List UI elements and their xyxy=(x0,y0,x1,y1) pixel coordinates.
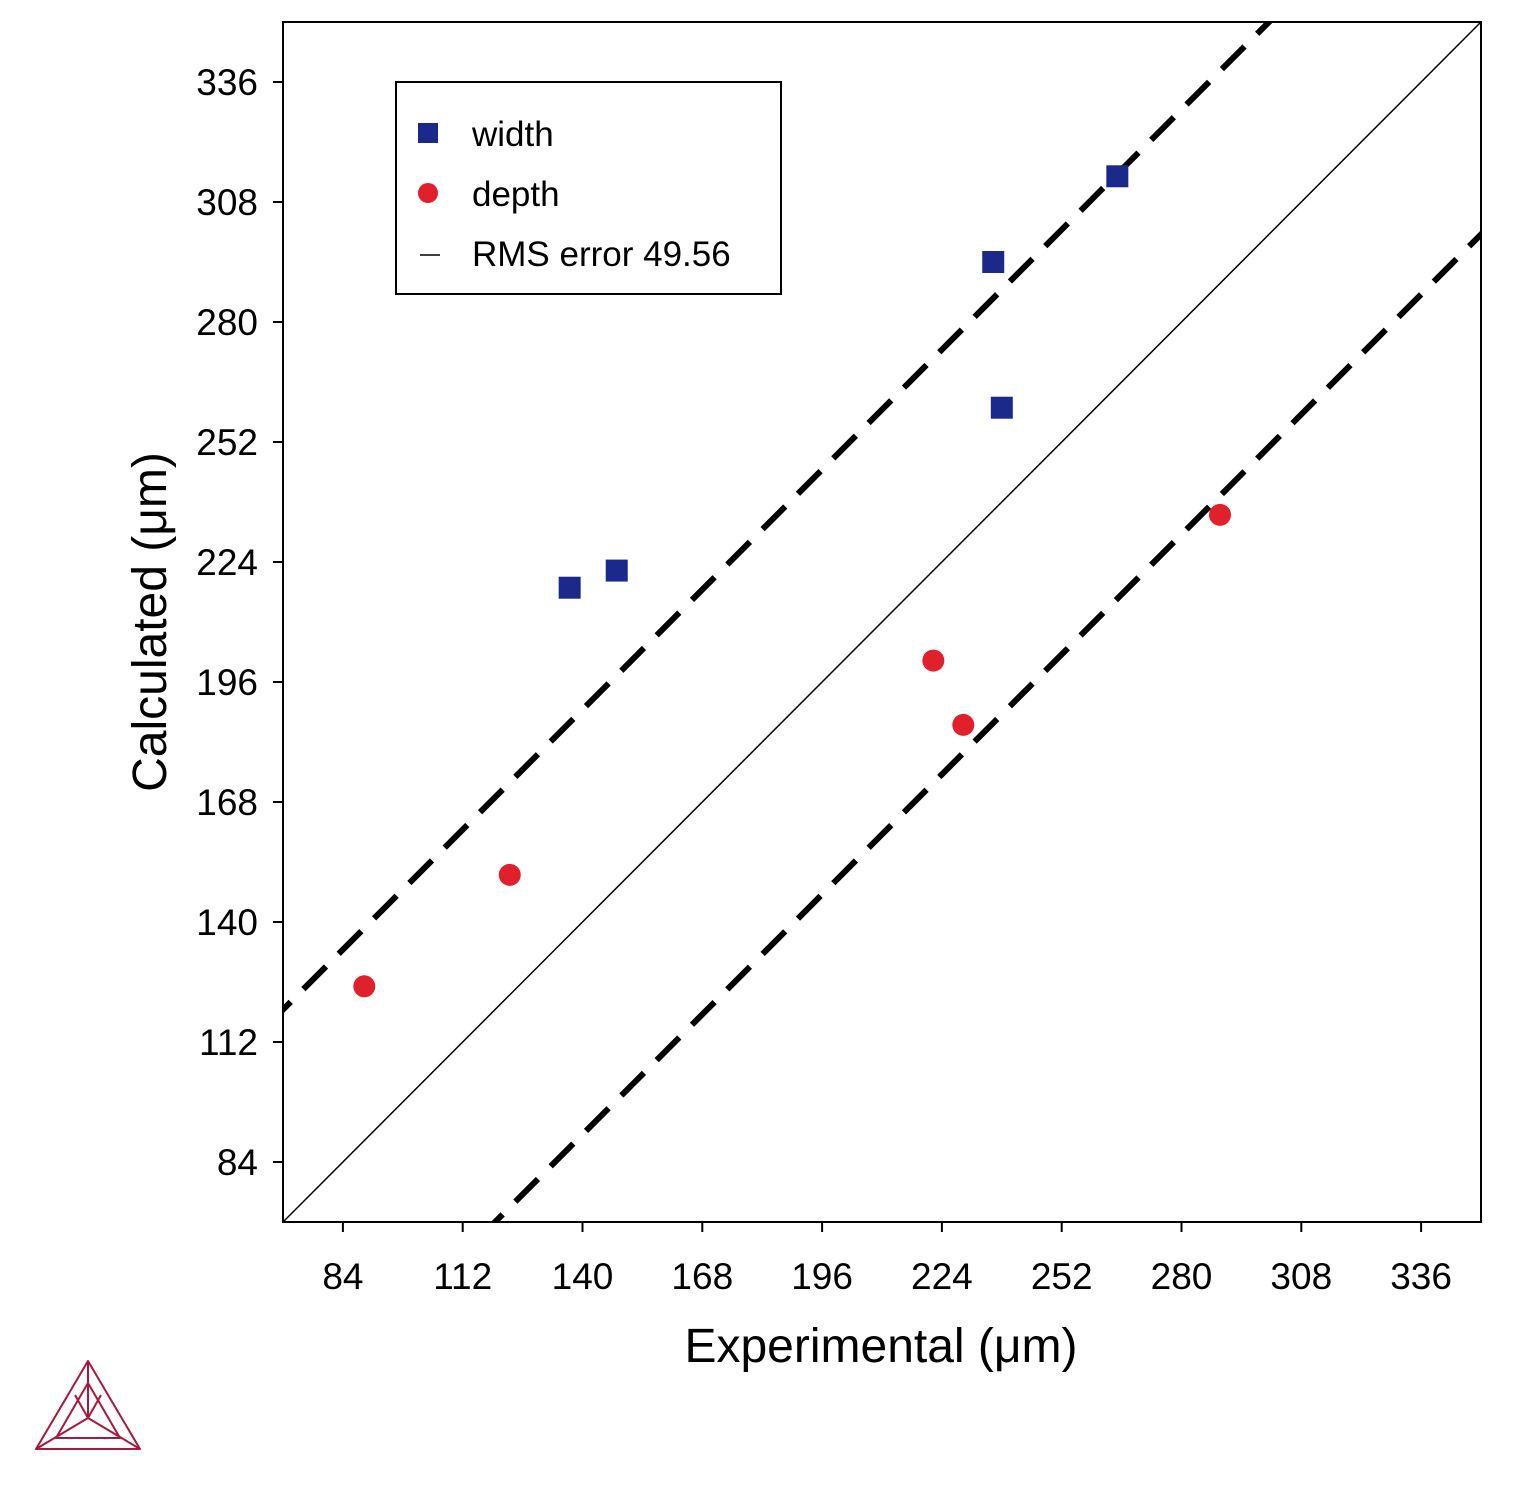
x-tick-label: 140 xyxy=(552,1256,614,1297)
legend-box xyxy=(395,81,782,295)
x-tick-label: 196 xyxy=(791,1256,853,1297)
point-width xyxy=(558,576,581,599)
point-width xyxy=(605,559,628,582)
x-axis: 84 112 140 168 196 224 252 280 308 336 xyxy=(322,1222,1452,1297)
legend-label-width: width xyxy=(471,115,554,154)
y-tick-label: 140 xyxy=(196,902,258,943)
point-depth xyxy=(498,863,521,886)
legend-label-depth: depth xyxy=(472,175,560,214)
legend: width depth RMS error 49.56 xyxy=(395,81,782,295)
y-tick-label: 224 xyxy=(196,542,258,583)
identity-line xyxy=(283,22,1481,1222)
point-depth xyxy=(1209,503,1232,526)
reference-lines xyxy=(283,22,1481,1222)
y-axis-title: Calculated (μm) xyxy=(124,452,177,792)
x-tick-label: 224 xyxy=(911,1256,973,1297)
plot-frame xyxy=(282,21,1482,1223)
x-tick-label: 252 xyxy=(1031,1256,1093,1297)
x-axis-title: Experimental (μm) xyxy=(684,1320,1077,1373)
data-points xyxy=(353,165,1232,998)
y-tick-label: 84 xyxy=(217,1142,258,1183)
legend-label-rms: RMS error 49.56 xyxy=(472,235,731,274)
y-tick-label: 252 xyxy=(196,422,258,463)
point-depth xyxy=(353,975,376,998)
point-width xyxy=(1106,165,1129,188)
rms-band-line-2 xyxy=(490,230,1481,1222)
x-tick-label: 308 xyxy=(1270,1256,1332,1297)
thermo-calc-logo xyxy=(35,1360,141,1450)
y-tick-label: 308 xyxy=(196,182,258,223)
x-tick-label: 112 xyxy=(433,1256,492,1297)
legend-swatch-depth xyxy=(418,183,438,203)
y-tick-label: 280 xyxy=(196,302,258,343)
x-tick-label: 84 xyxy=(322,1256,363,1297)
x-tick-label: 280 xyxy=(1151,1256,1213,1297)
point-width xyxy=(982,251,1005,273)
rms-band-line-1 xyxy=(283,22,1274,1014)
point-width xyxy=(990,396,1013,419)
y-tick-label: 196 xyxy=(196,662,258,703)
point-depth xyxy=(922,649,945,672)
legend-swatch-width xyxy=(418,123,438,143)
point-depth xyxy=(952,713,975,736)
x-tick-label: 168 xyxy=(671,1256,733,1297)
y-tick-label: 168 xyxy=(196,782,258,823)
y-tick-label: 336 xyxy=(196,62,258,103)
x-tick-label: 336 xyxy=(1390,1256,1452,1297)
y-axis: 84 112 140 168 196 224 252 280 308 336 xyxy=(196,62,283,1183)
y-tick-label: 112 xyxy=(199,1022,258,1063)
